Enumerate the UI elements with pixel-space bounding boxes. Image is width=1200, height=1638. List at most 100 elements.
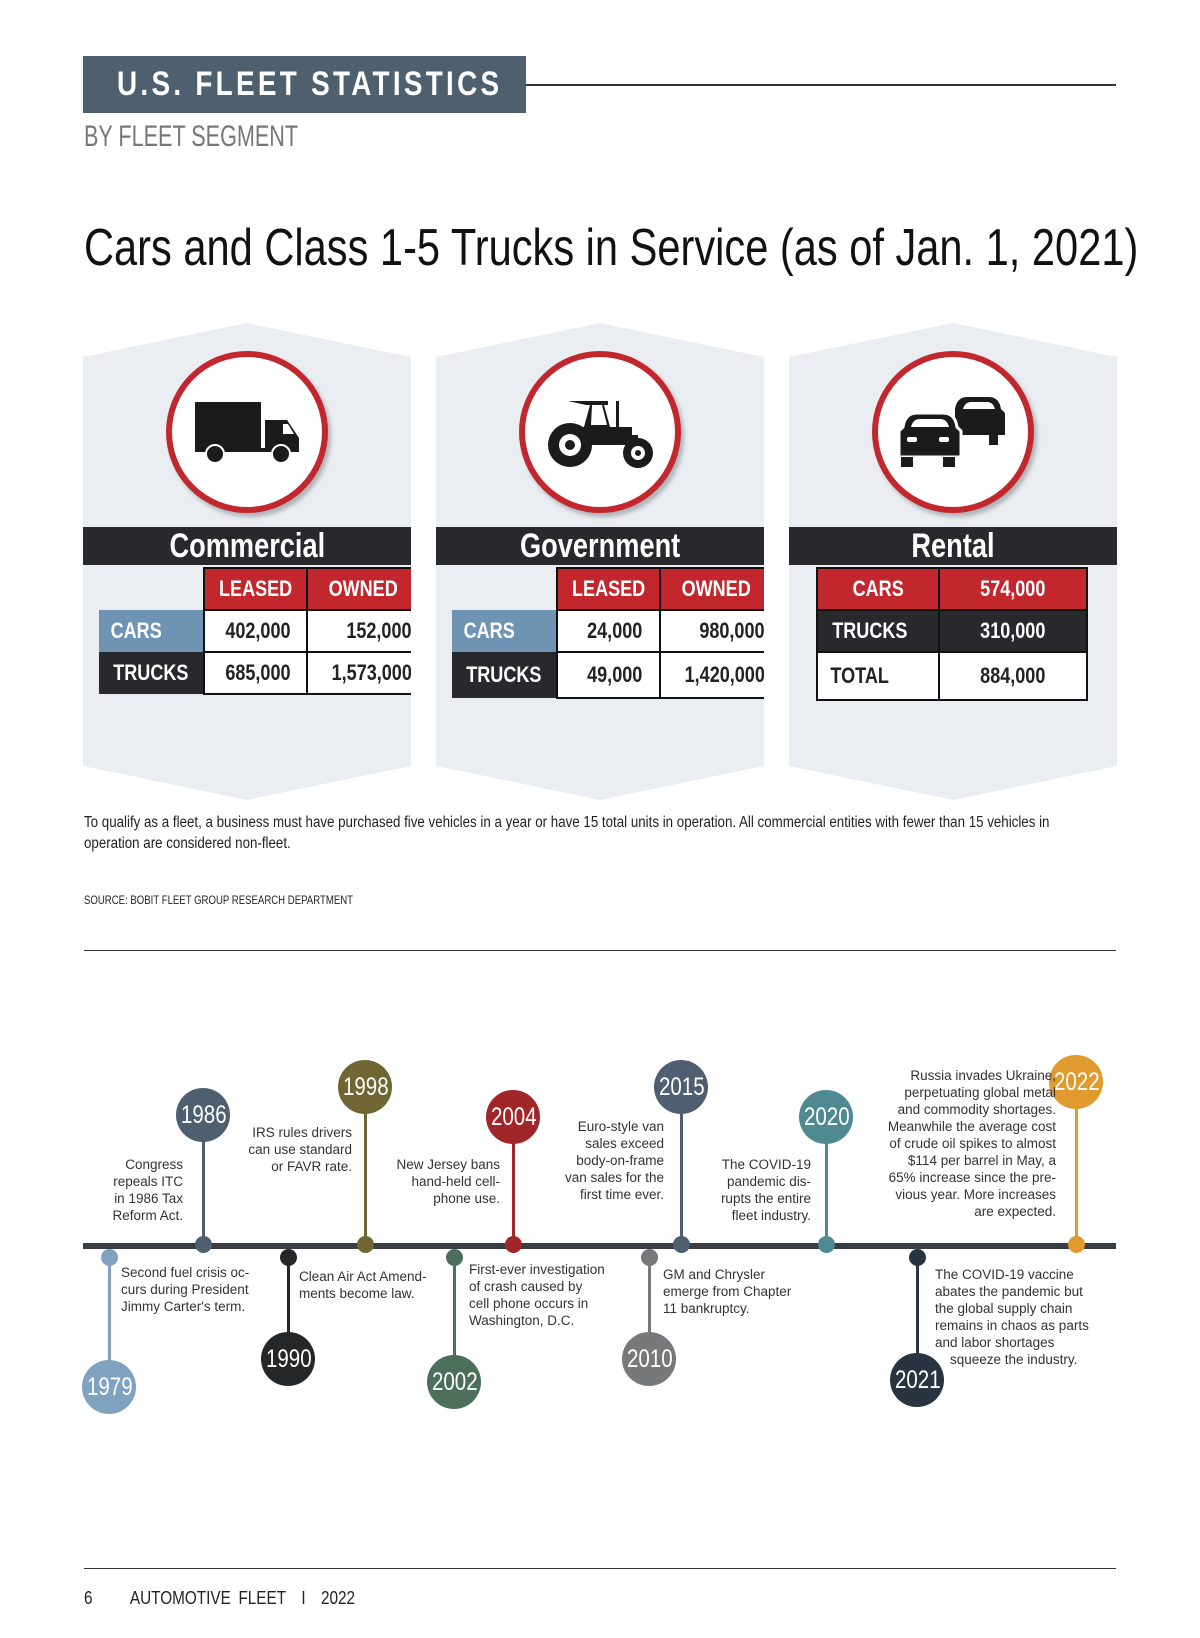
section-header-text: U.S. FLEET STATISTICS [117,65,503,103]
timeline-connector [201,1115,205,1244]
row-label: CARS [817,568,939,610]
year-label: 2004 [491,1103,537,1131]
year-label: 2010 [627,1345,673,1373]
year-label: 1979 [87,1373,133,1401]
timeline-dot [817,1236,835,1253]
timeline-dot [445,1249,463,1266]
timeline-connector [1074,1082,1078,1244]
timeline-connector [286,1257,290,1359]
source-credit: SOURCE: BOBIT FLEET GROUP RESEARCH DEPAR… [84,893,354,907]
timeline-event-text: GM and Chrysler emerge from Chapter 11 b… [663,1267,792,1316]
timeline-dot [908,1249,926,1266]
panel-commercial: Commercial LEASED OWNED CARS 402,000 152,00… [83,323,411,800]
timeline-connector [824,1117,828,1244]
timeline-year-badge: 2004 [486,1090,540,1144]
row-label: TRUCKS [452,652,557,698]
year-label: 2015 [659,1073,705,1101]
cars-icon [872,351,1034,513]
timeline-event-text: Euro-style van sales exceed body-on-fram… [564,1119,664,1202]
timeline-year-badge: 2015 [654,1060,708,1114]
timeline-dot [356,1236,374,1253]
timeline-event-text: Russia invades Ukraine, perpetuating glo… [887,1068,1056,1219]
timeline-connector [915,1257,919,1380]
cell: 884,000 [939,652,1087,700]
footer-separator: I [301,1588,306,1608]
panel-government: Government LEASED OWNED CARS 24,000 980,000… [436,323,764,800]
year-label: 2020 [804,1103,850,1131]
year-label: 1998 [343,1073,389,1101]
timeline-year-badge: 2002 [427,1355,481,1409]
timeline-dot [504,1236,522,1253]
cell: 574,000 [939,568,1087,610]
timeline-event-text: The COVID-19 pandemic dis- rupts the ent… [720,1157,811,1223]
timeline-dot [279,1249,297,1266]
segment-title: Government [436,527,764,565]
timeline-dot [640,1249,658,1266]
subtitle: BY FLEET SEGMENT [84,120,299,153]
page-title: Cars and Class 1-5 Trucks in Service (as… [84,219,1139,277]
panel-rental: Rental CARS 574,000 TRUCKS 310,000 TOTAL 88… [789,323,1117,800]
year-label: 1986 [181,1101,227,1129]
timeline-event-text: Congress repeals ITC in 1986 Tax Reform … [112,1157,183,1223]
rental-table: CARS 574,000 TRUCKS 310,000 TOTAL 884,000 [816,567,1088,701]
row-label: TRUCKS [817,610,939,652]
timeline-connector [679,1087,683,1244]
row-label: TRUCKS [99,652,204,694]
col-leased: LEASED [204,568,307,610]
segment-title: Rental [789,527,1117,565]
timeline-year-badge: 2020 [799,1090,853,1144]
cell: 402,000 [204,610,307,652]
row-label: CARS [99,610,204,652]
header-rule [526,84,1116,86]
col-owned: OWNED [660,568,772,610]
page-number: 6 [84,1588,93,1608]
year-label: 2021 [895,1366,941,1394]
cell: 1,420,000 [660,652,772,698]
timeline-connector [511,1117,515,1244]
row-label: CARS [452,610,557,652]
section-header: U.S. FLEET STATISTICS [83,56,526,113]
cell: 24,000 [557,610,660,652]
timeline-connector [647,1257,651,1359]
cell: 1,573,000 [307,652,419,694]
cell: 310,000 [939,610,1087,652]
timeline-year-badge: 2010 [622,1332,676,1386]
timeline-connector [363,1087,367,1244]
timeline-event-text: Clean Air Act Amend- ments become law. [299,1269,427,1301]
publication-year: 2022 [320,1588,356,1608]
timeline-year-badge: 2021 [890,1353,944,1407]
timeline-year-badge: 1986 [176,1088,230,1142]
year-label: 2002 [432,1368,478,1396]
timeline-event-text: IRS rules drivers can use standard or FA… [248,1125,352,1174]
col-leased: LEASED [557,568,660,610]
year-label: 1990 [266,1345,312,1373]
government-table: LEASED OWNED CARS 24,000 980,000 TRUCKS 49,0… [452,567,773,699]
timeline-year-badge: 1990 [261,1332,315,1386]
fleet-definition-note: To qualify as a fleet, a business must h… [84,814,1050,852]
cell: 980,000 [660,610,772,652]
divider [84,950,1116,951]
timeline-event-text: Second fuel crisis oc- curs during Presi… [121,1265,250,1314]
tractor-icon [519,351,681,513]
truck-icon [166,351,328,513]
timeline-dot [194,1236,212,1253]
cell: 49,000 [557,652,660,698]
timeline-year-badge: 2022 [1049,1055,1103,1109]
timeline-connector [452,1257,456,1382]
timeline-event-text: The COVID-19 vaccine abates the pandemic… [935,1267,1089,1367]
row-label: TOTAL [817,652,939,700]
timeline-year-badge: 1998 [338,1060,392,1114]
col-owned: OWNED [307,568,419,610]
commercial-table: LEASED OWNED CARS 402,000 152,000 TRUCKS 685… [99,567,420,695]
footer: 6 AUTOMOTIVE FLEET I 2022 [84,1588,355,1609]
footer-rule [84,1568,1116,1569]
timeline-year-badge: 1979 [82,1360,136,1414]
timeline-dot [1067,1236,1085,1253]
publication-name: AUTOMOTIVE FLEET [129,1588,287,1608]
timeline-connector [107,1257,111,1387]
timeline-dot [100,1249,118,1266]
timeline-axis [83,1243,1116,1249]
cell: 152,000 [307,610,419,652]
timeline-event-text: New Jersey bans hand-held cell- phone us… [396,1157,500,1206]
timeline-event-text: First-ever investigation of crash caused… [469,1262,605,1328]
